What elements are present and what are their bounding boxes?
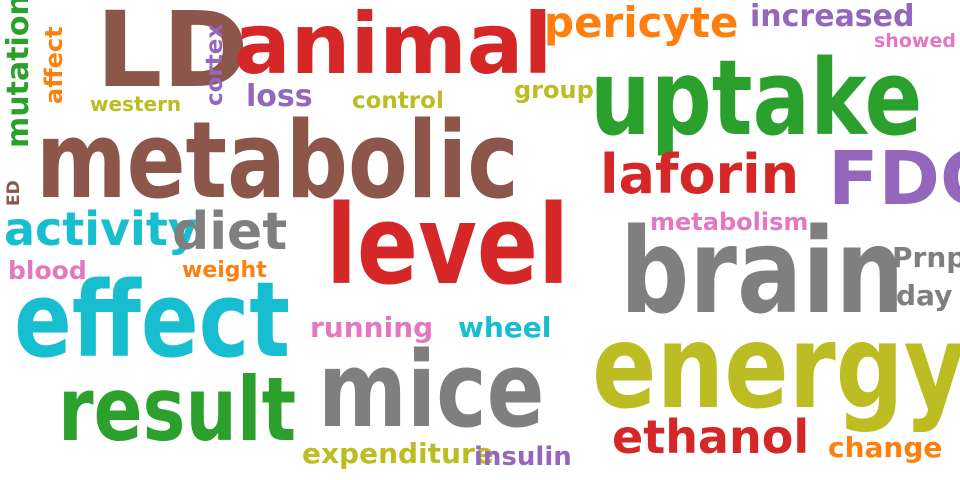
word-control: control xyxy=(352,88,444,114)
word-result: result xyxy=(58,358,297,461)
word-animal: animal xyxy=(234,0,553,93)
word-cortex: cortex xyxy=(202,23,228,106)
word-ethanol: ethanol xyxy=(612,410,810,464)
word-day: day xyxy=(896,279,953,312)
word-uptake: uptake xyxy=(590,37,923,159)
word-wheel: wheel xyxy=(458,311,552,344)
word-brain: brain xyxy=(620,202,905,340)
word-ld: LD xyxy=(96,0,249,111)
word-loss: loss xyxy=(246,79,313,114)
word-level: level xyxy=(326,181,569,309)
word-mutation: mutation xyxy=(1,0,36,148)
word-activity: activity xyxy=(4,202,198,256)
word-blood: blood xyxy=(8,256,87,285)
word-effect: effect xyxy=(14,259,291,381)
word-insulin: insulin xyxy=(474,442,572,472)
word-showed: showed xyxy=(874,30,956,52)
word-running: running xyxy=(310,311,434,344)
word-mice: mice xyxy=(318,329,545,451)
word-energy: energy xyxy=(592,300,960,435)
word-pericyte: pericyte xyxy=(544,0,739,47)
word-expenditure: expenditure xyxy=(302,437,494,470)
word-group: group xyxy=(514,76,594,104)
word-change: change xyxy=(828,431,943,464)
word-prnp: Prnp xyxy=(892,241,960,274)
word-diet: diet xyxy=(172,202,288,262)
word-weight: weight xyxy=(182,258,267,283)
word-fdg: FDG xyxy=(828,136,960,222)
word-increased: increased xyxy=(750,0,915,34)
word-metabolic: metabolic xyxy=(36,99,519,222)
word-western: western xyxy=(90,92,182,116)
word-metabolism: metabolism xyxy=(650,208,809,236)
word-affect: affect xyxy=(40,26,68,104)
word-laforin: laforin xyxy=(600,143,800,206)
